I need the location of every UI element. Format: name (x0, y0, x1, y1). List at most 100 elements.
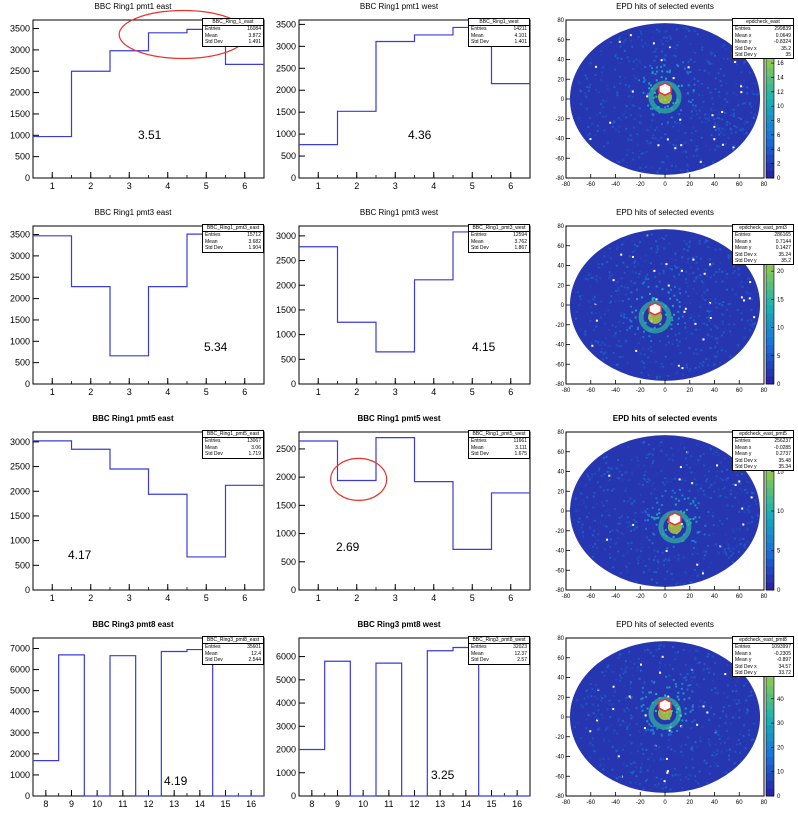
heatmap-cell (749, 101, 752, 104)
heatmap-cell (631, 772, 634, 775)
heatmap-cell (588, 273, 591, 276)
heatmap-cell (692, 517, 695, 520)
heatmap-cell (620, 775, 623, 778)
heatmap-cell (605, 461, 608, 464)
heatmap-cell (608, 344, 611, 347)
heatmap-cell (630, 548, 633, 551)
colorbar-segment (766, 67, 774, 76)
heatmap-cell (677, 553, 680, 556)
stats-value: 3.682 (248, 238, 261, 245)
heatmap-cell (604, 251, 607, 254)
heatmap-cell (663, 57, 666, 60)
histogram-bin (33, 441, 72, 590)
heatmap-cell (699, 699, 702, 702)
heatmap-cell (666, 480, 669, 483)
stats-label: Mean (471, 444, 484, 451)
heatmap-cell (692, 90, 695, 93)
heatmap-cell (630, 762, 633, 765)
heatmap-cell (740, 537, 743, 540)
highlight-hexagon (668, 512, 682, 526)
heatmap-cell (617, 749, 620, 752)
heatmap-cell (741, 103, 744, 106)
heatmap-cell (647, 285, 650, 288)
heatmap-cell (589, 319, 592, 322)
heatmap-cell (664, 106, 667, 109)
colorbar-segment (766, 788, 774, 797)
heatmap-cell (672, 667, 675, 670)
heatmap-cell (585, 718, 588, 721)
heatmap-cell (737, 738, 740, 741)
heatmap-cell (600, 103, 603, 106)
heatmap-cell (639, 493, 642, 496)
stats-value: 35.2 (781, 45, 791, 52)
heatmap-cell (617, 719, 620, 722)
heatmap-cell (715, 732, 718, 735)
heatmap-cell (721, 280, 724, 283)
heatmap-cell (714, 301, 717, 304)
x-tick-label: 15 (220, 799, 230, 809)
heatmap-cell (651, 43, 654, 46)
heatmap-cell (693, 280, 696, 283)
heatmap-cell (640, 153, 643, 156)
x-tick-label: 2 (88, 387, 93, 397)
heatmap-cell (674, 149, 677, 152)
heatmap-cell (682, 692, 685, 695)
heatmap-cell (635, 520, 638, 523)
heatmap-cell (646, 95, 649, 98)
heatmap-cell (608, 470, 611, 473)
heatmap-cell (712, 524, 715, 527)
heatmap-cell (691, 709, 694, 712)
heatmap-cell (739, 542, 742, 545)
y-tick-label: 0 (291, 379, 296, 389)
heatmap-cell (671, 319, 674, 322)
heatmap-cell (690, 117, 693, 120)
x-tick-label: 1 (50, 593, 55, 603)
heatmap-cell (746, 480, 749, 483)
colorbar-segment (766, 511, 774, 520)
heatmap-cell (653, 559, 656, 562)
heatmap-cell (627, 549, 630, 552)
heatmap-cell (712, 102, 715, 105)
colorbar-tick-label: 20 (777, 269, 784, 275)
heatmap-cell (594, 695, 597, 698)
heatmap-cell (647, 142, 650, 145)
heatmap-cell (589, 756, 592, 759)
heatmap-cell (596, 124, 599, 127)
heatmap-cell (600, 350, 603, 353)
heatmap-cell (700, 294, 703, 297)
heatmap-cell (584, 92, 587, 95)
heatmap-cell (748, 733, 751, 736)
heatmap-cell (718, 117, 721, 120)
heatmap-cell (689, 301, 692, 304)
heatmap-cell (743, 506, 746, 509)
heatmap-cell (649, 141, 652, 144)
heatmap-cell (626, 707, 629, 710)
heatmap-cell (615, 541, 618, 544)
heatmap-cell (737, 104, 740, 107)
heatmap-cell (740, 312, 743, 315)
heatmap-cell (651, 72, 654, 75)
stats-name: epdcheck_east_pmt3 (733, 225, 793, 233)
heatmap-cell (746, 709, 749, 712)
heatmap-cell (608, 703, 611, 706)
heatmap-cell (584, 277, 587, 280)
heatmap-cell (664, 529, 667, 532)
heatmap-cell (683, 67, 686, 70)
heatmap-cell (656, 171, 659, 174)
heatmap-cell (732, 483, 735, 486)
heatmap-cell (671, 489, 674, 492)
heatmap-cell (594, 65, 597, 68)
heatmap-cell (737, 273, 740, 276)
heatmap-cell (613, 729, 616, 732)
heatmap-cell (678, 470, 681, 473)
heatmap-cell (719, 742, 722, 745)
heatmap-cell (695, 109, 698, 112)
heatmap-cell (710, 706, 713, 709)
heatmap-cell (616, 57, 619, 60)
heatmap-cell (725, 551, 728, 554)
heatmap-cell (747, 521, 750, 524)
heatmap-cell (611, 489, 614, 492)
heatmap-cell (722, 44, 725, 47)
heatmap-cell (709, 148, 712, 151)
heatmap-cell (590, 473, 593, 476)
